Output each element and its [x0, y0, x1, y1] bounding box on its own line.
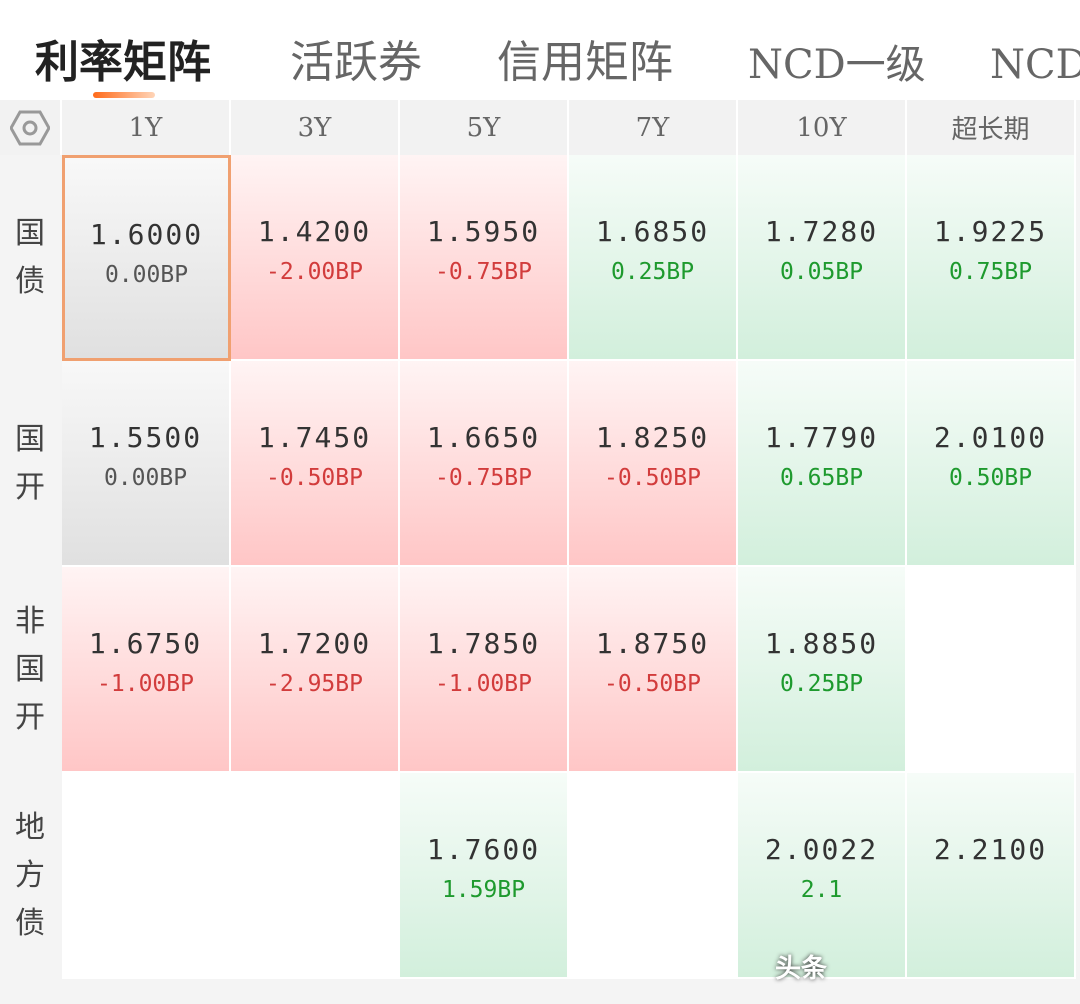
- rate-cell[interactable]: 2.0100 0.50BP: [907, 361, 1076, 567]
- yield-value: 1.8750: [595, 627, 710, 660]
- rate-cell[interactable]: 1.7790 0.65BP: [738, 361, 907, 567]
- bp-change: -0.50BP: [604, 671, 701, 697]
- empty-cell: [569, 773, 738, 979]
- row-label: 国债: [15, 216, 45, 299]
- yield-value: 1.6000: [89, 218, 204, 251]
- tab[interactable]: NCD一级: [748, 42, 926, 88]
- tab[interactable]: 信用矩阵: [497, 37, 673, 88]
- bp-change: -2.00BP: [266, 259, 363, 285]
- yield-value: 2.2100: [933, 833, 1048, 866]
- column-header[interactable]: 3Y: [231, 100, 400, 155]
- tab-bar: 利率矩阵 活跃券 信用矩阵 NCD一级 NCD二级: [0, 0, 1080, 100]
- yield-value: 1.5500: [88, 421, 203, 454]
- yield-value: 1.6850: [595, 215, 710, 248]
- rate-cell[interactable]: 1.6000 0.00BP: [62, 155, 231, 361]
- row-header: 国债: [0, 155, 60, 361]
- bp-change: -1.00BP: [97, 671, 194, 697]
- column-header[interactable]: 7Y: [569, 100, 738, 155]
- rate-cell[interactable]: 1.6650 -0.75BP: [400, 361, 569, 567]
- column-header[interactable]: 1Y: [62, 100, 231, 155]
- row-header: 非国开: [0, 567, 60, 773]
- rate-cell[interactable]: 1.4200 -2.00BP: [231, 155, 400, 361]
- bp-change: -0.75BP: [435, 259, 532, 285]
- rate-cell[interactable]: 1.8850 0.25BP: [738, 567, 907, 773]
- row-header: 国开: [0, 361, 60, 567]
- yield-value: 2.0100: [933, 421, 1048, 454]
- bp-change: 0.65BP: [779, 465, 864, 491]
- rate-cell[interactable]: 2.0022 2.1: [738, 773, 907, 979]
- yield-value: 1.5950: [426, 215, 541, 248]
- yield-value: 1.6750: [88, 627, 203, 660]
- bp-change: -0.50BP: [266, 465, 363, 491]
- bp-change: 0.25BP: [779, 671, 864, 697]
- rate-cell[interactable]: 1.7450 -0.50BP: [231, 361, 400, 567]
- yield-value: 1.7450: [257, 421, 372, 454]
- bp-change: 2.1: [800, 877, 843, 903]
- yield-value: 1.8850: [764, 627, 879, 660]
- bp-change: -1.00BP: [435, 671, 532, 697]
- rate-cell[interactable]: 1.9225 0.75BP: [907, 155, 1076, 361]
- rate-cell[interactable]: 1.5950 -0.75BP: [400, 155, 569, 361]
- active-indicator: [93, 92, 155, 98]
- bp-change: 1.59BP: [441, 877, 526, 903]
- column-header[interactable]: 超长期: [907, 100, 1076, 155]
- yield-value: 1.7600: [426, 833, 541, 866]
- column-header[interactable]: 5Y: [400, 100, 569, 155]
- yield-value: 1.9225: [933, 215, 1048, 248]
- bp-change: 0.50BP: [948, 465, 1033, 491]
- rate-cell[interactable]: 1.7280 0.05BP: [738, 155, 907, 361]
- rate-cell[interactable]: 1.8750 -0.50BP: [569, 567, 738, 773]
- bp-change: 0.00BP: [104, 262, 189, 288]
- rate-cell[interactable]: 2.2100: [907, 773, 1076, 979]
- rate-cell[interactable]: 1.7200 -2.95BP: [231, 567, 400, 773]
- column-header[interactable]: 10Y: [738, 100, 907, 155]
- yield-value: 1.6650: [426, 421, 541, 454]
- empty-cell: [62, 773, 231, 979]
- yield-value: 1.7850: [426, 627, 541, 660]
- bp-change: 0.25BP: [610, 259, 695, 285]
- watermark: 头条: [775, 954, 828, 984]
- rate-cell[interactable]: 1.7600 1.59BP: [400, 773, 569, 979]
- bp-change: -0.75BP: [435, 465, 532, 491]
- row-label: 地方债: [15, 810, 45, 941]
- bp-change: 0.00BP: [103, 465, 188, 491]
- row-label: 国开: [15, 422, 45, 505]
- yield-value: 2.0022: [764, 833, 879, 866]
- tab[interactable]: NCD二级: [990, 42, 1080, 88]
- row-header: 地方债: [0, 773, 60, 979]
- bp-change: 0.05BP: [779, 259, 864, 285]
- rate-cell[interactable]: 1.7850 -1.00BP: [400, 567, 569, 773]
- settings-icon: [10, 110, 50, 145]
- empty-cell: [907, 567, 1076, 773]
- yield-value: 1.4200: [257, 215, 372, 248]
- rate-matrix: 1Y 3Y 5Y 7Y 10Y 超长期国债 1.6000 0.00BP 1.4200 -2.00B…: [0, 100, 1080, 980]
- row-label: 非国开: [15, 604, 45, 735]
- bp-change: -2.95BP: [266, 671, 363, 697]
- yield-value: 1.8250: [595, 421, 710, 454]
- rate-cell[interactable]: 1.5500 0.00BP: [62, 361, 231, 567]
- yield-value: 1.7280: [764, 215, 879, 248]
- bp-change: 0.75BP: [948, 259, 1033, 285]
- settings-button[interactable]: [0, 100, 62, 155]
- empty-cell: [231, 773, 400, 979]
- rate-cell[interactable]: 1.6850 0.25BP: [569, 155, 738, 361]
- rate-cell[interactable]: 1.6750 -1.00BP: [62, 567, 231, 773]
- rate-cell[interactable]: 1.8250 -0.50BP: [569, 361, 738, 567]
- yield-value: 1.7200: [257, 627, 372, 660]
- tab[interactable]: 利率矩阵: [35, 37, 211, 88]
- bp-change: -0.50BP: [604, 465, 701, 491]
- tab[interactable]: 活跃券: [290, 37, 422, 88]
- yield-value: 1.7790: [764, 421, 879, 454]
